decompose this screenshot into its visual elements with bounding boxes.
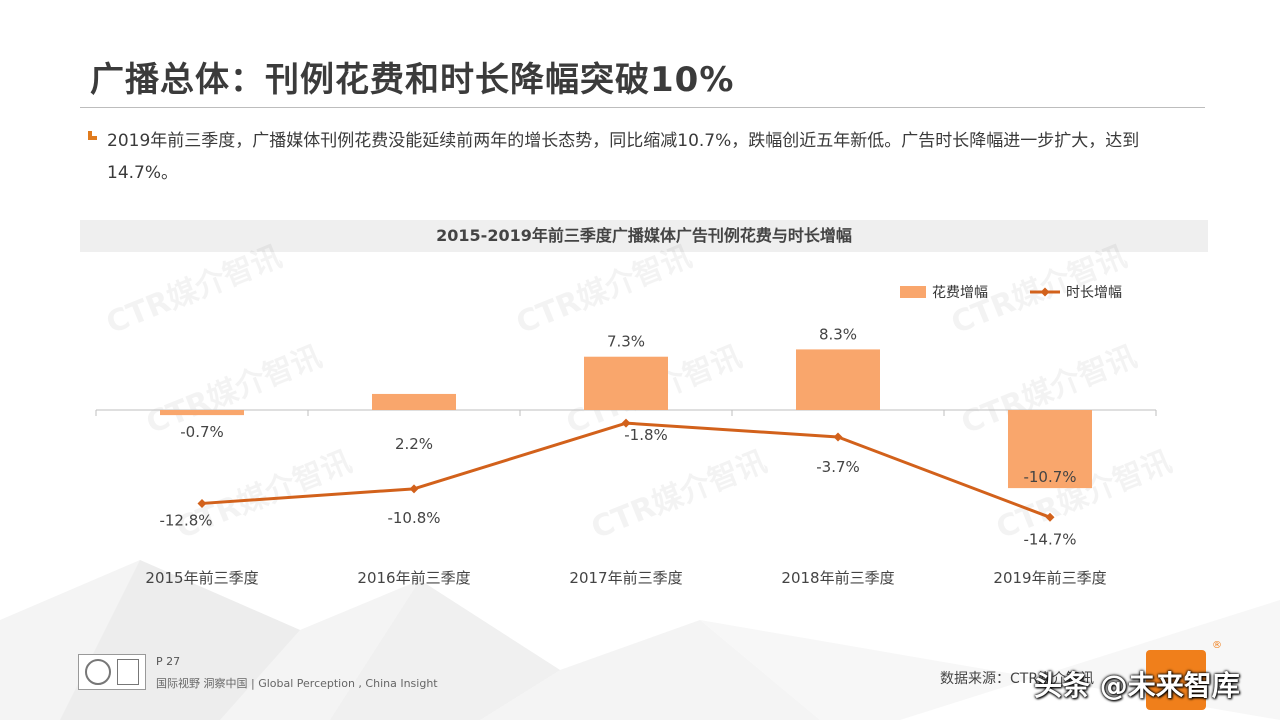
x-tick-label: 2016年前三季度	[357, 569, 470, 587]
bar-4	[796, 349, 880, 410]
line-point-3	[621, 418, 631, 428]
footer-tagline: 国际视野 洞察中国 | Global Perception , China In…	[156, 677, 438, 690]
bar-2	[372, 393, 456, 410]
line-data-label: -1.8%	[624, 426, 668, 444]
bullet-square-icon	[88, 131, 97, 140]
brand-overlay: 头条 @未来智库	[1034, 669, 1240, 702]
page-number: P 27	[156, 655, 181, 668]
cert-seal-icon	[85, 659, 111, 685]
slide-title: 广播总体：刊例花费和时长降幅突破10%	[90, 60, 735, 100]
bar-1	[160, 410, 244, 416]
x-tick-label: 2019年前三季度	[993, 569, 1106, 587]
x-tick-label: 2017年前三季度	[569, 569, 682, 587]
line-data-label: -10.8%	[387, 509, 440, 527]
bar-data-label: -0.7%	[180, 423, 224, 441]
bar-3	[584, 356, 668, 410]
bar-data-label: -10.7%	[1023, 468, 1076, 486]
summary-text: 2019年前三季度，广播媒体刊例花费没能延续前两年的增长态势，同比缩减10.7%…	[107, 131, 1140, 183]
summary-bullet: 2019年前三季度，广播媒体刊例花费没能延续前两年的增长态势，同比缩减10.7%…	[88, 125, 1208, 189]
line-point-1	[197, 498, 207, 508]
legend-label-line: 时长增幅	[1066, 285, 1122, 301]
certification-logo	[78, 654, 146, 690]
legend-marker-line	[1040, 287, 1050, 297]
brand-logo-icon	[1146, 650, 1206, 710]
bar-data-label: 8.3%	[819, 325, 857, 343]
line-point-4	[833, 432, 843, 442]
cert-badge-icon	[117, 659, 139, 685]
legend-swatch-bar	[900, 286, 926, 298]
line-data-label: -12.8%	[159, 511, 212, 529]
bar-data-label: 7.3%	[607, 333, 645, 351]
data-source: 数据来源：CTR媒介智讯	[940, 671, 1095, 687]
bar-data-label: 2.2%	[395, 435, 433, 453]
registered-mark: ®	[1212, 640, 1222, 651]
line-point-5	[1045, 512, 1055, 522]
line-point-2	[409, 484, 419, 494]
title-divider	[80, 107, 1205, 108]
legend-label-bar: 花费增幅	[932, 285, 988, 301]
line-data-label: -14.7%	[1023, 530, 1076, 548]
x-tick-label: 2018年前三季度	[781, 569, 894, 587]
x-tick-label: 2015年前三季度	[145, 569, 258, 587]
bar-5	[1008, 410, 1092, 489]
line-data-label: -3.7%	[816, 458, 860, 476]
chart-title: 2015-2019年前三季度广播媒体广告刊例花费与时长增幅	[80, 220, 1208, 252]
